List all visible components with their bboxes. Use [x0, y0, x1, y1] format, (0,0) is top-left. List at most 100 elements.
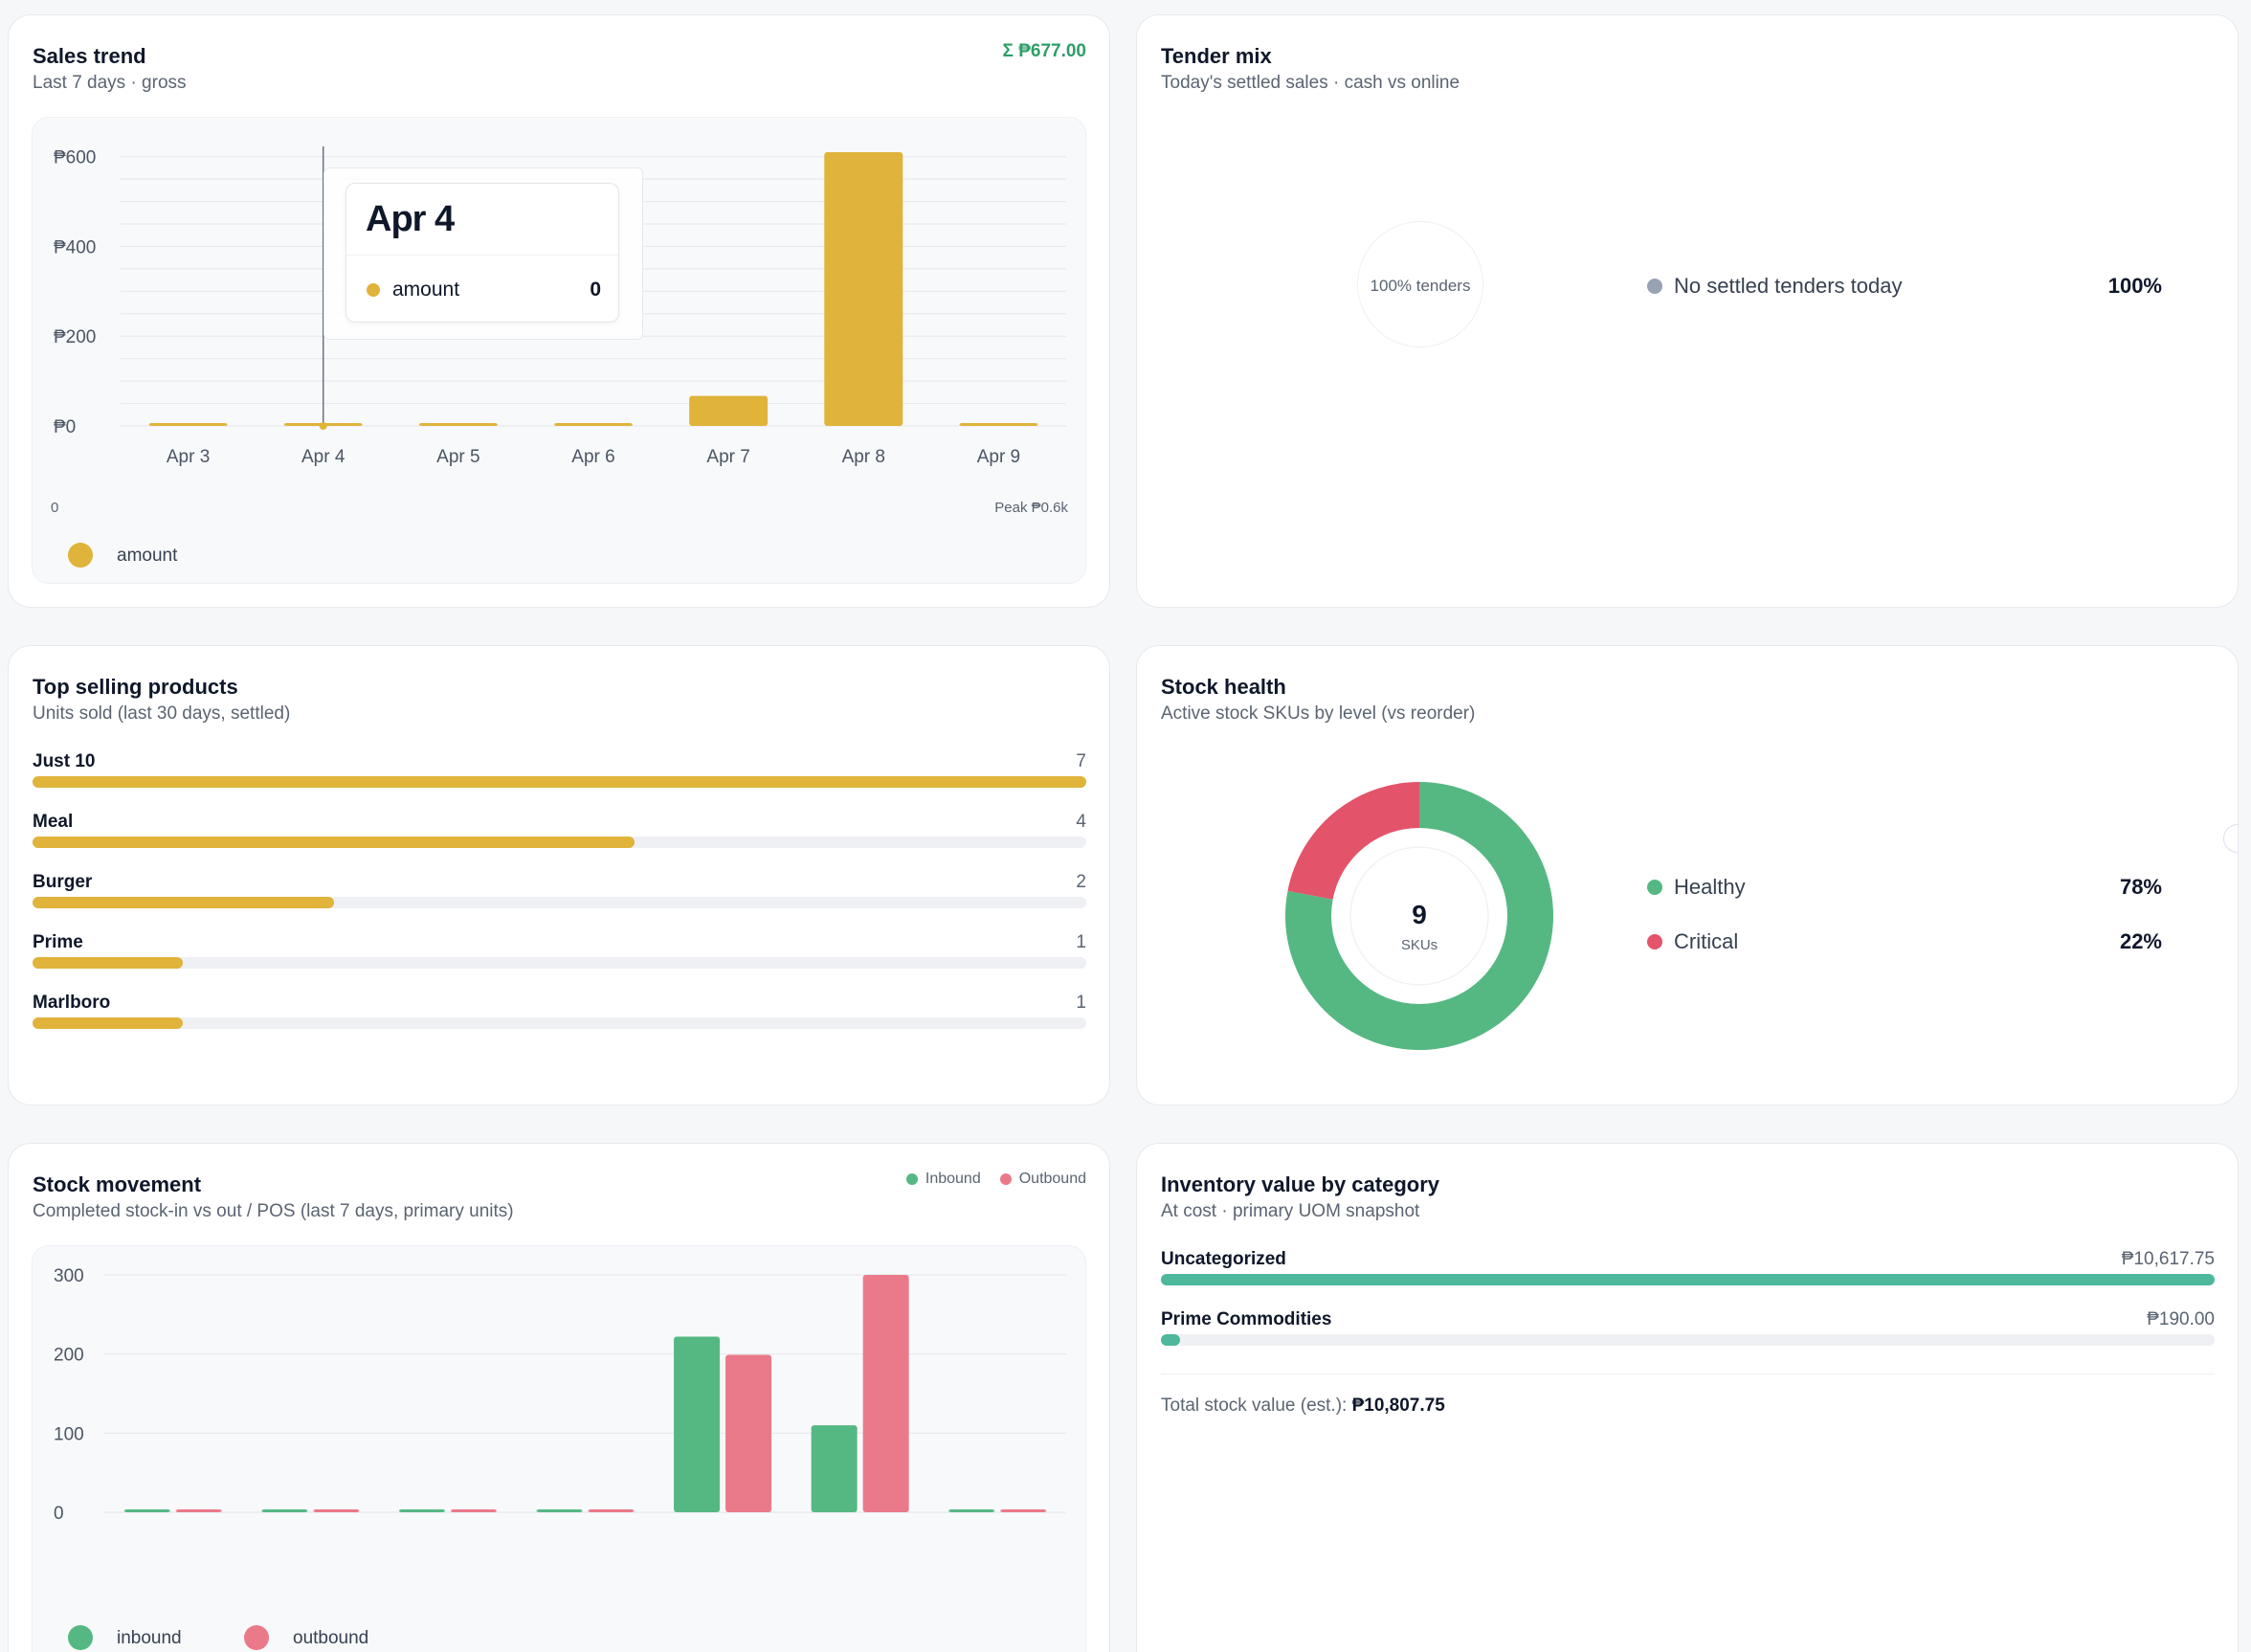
- category-bar-fill: [1161, 1334, 1180, 1346]
- sales-total: Σ ₱677.00: [1002, 41, 1086, 61]
- sales-bar[interactable]: [418, 423, 498, 426]
- chart-tooltip: Apr 4 amount 0: [323, 167, 643, 340]
- legend-outbound-label: Outbound: [1018, 1171, 1086, 1187]
- x-tick-label: Apr 6: [571, 447, 614, 467]
- sales-bar[interactable]: [959, 423, 1038, 426]
- product-bar-track: [33, 1017, 1086, 1029]
- legend-amount-label[interactable]: amount: [117, 546, 178, 566]
- legend-amount-dot[interactable]: [68, 543, 93, 568]
- legend-inbound-label: Inbound: [925, 1171, 981, 1187]
- inventory-value-card: Inventory value by category At cost · pr…: [1136, 1143, 2239, 1652]
- inbound-bar[interactable]: [948, 1509, 995, 1512]
- legend-critical-value: 22%: [2119, 929, 2162, 953]
- list-item: Just 10 7: [33, 751, 1086, 809]
- legend-no-tenders-value: 100%: [2107, 274, 2162, 298]
- inbound-bar[interactable]: [123, 1509, 170, 1512]
- x-tick-label: Apr 8: [842, 447, 885, 467]
- header-legend: Inbound Outbound: [905, 1171, 1086, 1188]
- sales-chart-panel: Apr 3 Apr 4 Apr 5 Apr 6 Apr 7 Apr 8 Apr 9 ₱0 ₱2…: [32, 117, 1086, 584]
- card-title: Top selling products: [33, 675, 238, 699]
- y-tick-label: 0: [54, 1504, 64, 1524]
- inbound-bar[interactable]: [261, 1509, 308, 1512]
- legend-inbound-bottom-label[interactable]: inbound: [117, 1628, 182, 1648]
- inbound-bar[interactable]: [811, 1425, 858, 1512]
- card-subtitle: Active stock SKUs by level (vs reorder): [1161, 703, 1476, 724]
- inbound-bar[interactable]: [398, 1509, 445, 1512]
- product-units: 1: [1076, 993, 1086, 1013]
- legend-inbound-bottom-dot[interactable]: [68, 1625, 93, 1650]
- product-units: 1: [1076, 932, 1086, 952]
- product-bar-fill: [33, 1017, 184, 1029]
- product-bar-track: [33, 837, 1086, 848]
- card-subtitle: Today's settled sales · cash vs online: [1161, 73, 1460, 93]
- legend-inbound-dot: [905, 1173, 918, 1185]
- chart-peak-label: Peak ₱0.6k: [994, 500, 1068, 516]
- legend-healthy-dot: [1647, 880, 1662, 895]
- list-item: Uncategorized ₱10,617.75: [1161, 1249, 2215, 1306]
- product-bar-track: [33, 957, 1086, 969]
- product-name: Burger: [33, 872, 93, 892]
- tender-donut-label: 100% tenders: [1370, 277, 1471, 295]
- legend-healthy-label: Healthy: [1674, 875, 1746, 899]
- list-item: Prime Commodities ₱190.00: [1161, 1309, 2215, 1367]
- outbound-bar[interactable]: [1000, 1509, 1047, 1512]
- category-value: ₱10,617.75: [2121, 1249, 2215, 1269]
- tooltip-series-label: amount: [392, 279, 460, 301]
- outbound-bar[interactable]: [313, 1509, 360, 1512]
- stock-movement-card: Stock movement Completed stock-in vs out…: [8, 1143, 1110, 1652]
- x-tick-label: Apr 3: [167, 447, 210, 467]
- inbound-bar[interactable]: [536, 1509, 583, 1512]
- card-subtitle: Last 7 days · gross: [33, 73, 187, 93]
- product-bar-fill: [33, 957, 184, 969]
- category-name: Uncategorized: [1161, 1249, 1286, 1269]
- product-name: Prime: [33, 932, 83, 952]
- outbound-bar[interactable]: [175, 1509, 222, 1512]
- product-bar-track: [33, 897, 1086, 908]
- sales-trend-chart: Apr 3 Apr 4 Apr 5 Apr 6 Apr 7 Apr 8 Apr 9 ₱0 ₱2…: [54, 146, 1066, 467]
- y-tick-label: ₱600: [54, 148, 96, 168]
- list-item: Meal 4: [33, 812, 1086, 869]
- sales-bar[interactable]: [554, 423, 633, 426]
- card-subtitle: At cost · primary UOM snapshot: [1161, 1201, 1420, 1221]
- product-bar-track: [33, 776, 1086, 788]
- hover-point: [319, 422, 327, 430]
- tender-mix-card: Tender mix Today's settled sales · cash …: [1136, 14, 2239, 608]
- legend-no-tenders-dot: [1647, 279, 1662, 294]
- outbound-bar[interactable]: [725, 1354, 772, 1512]
- stock-health-donut: 9 SKUs: [1285, 782, 1553, 1050]
- legend-outbound-bottom-dot[interactable]: [244, 1625, 269, 1650]
- card-subtitle: Completed stock-in vs out / POS (last 7 …: [33, 1201, 514, 1221]
- top-products-card: Top selling products Units sold (last 30…: [8, 645, 1110, 1105]
- y-tick-label: ₱400: [54, 237, 96, 257]
- inbound-bar[interactable]: [674, 1336, 721, 1512]
- stock-health-card: Stock health Active stock SKUs by level …: [1136, 645, 2239, 1105]
- sales-bar[interactable]: [824, 152, 903, 426]
- edge-handle-icon[interactable]: [2223, 824, 2238, 853]
- category-value: ₱190.00: [2147, 1309, 2215, 1329]
- sales-bar[interactable]: [689, 395, 769, 426]
- product-bar-fill: [33, 837, 635, 848]
- x-tick-label: Apr 9: [977, 447, 1020, 467]
- sales-bar[interactable]: [148, 423, 228, 426]
- legend-healthy-value: 78%: [2119, 875, 2162, 899]
- legend-critical-dot: [1647, 934, 1662, 949]
- outbound-bar[interactable]: [862, 1275, 909, 1512]
- y-tick-label: 100: [54, 1424, 84, 1444]
- outbound-bar[interactable]: [588, 1509, 635, 1512]
- category-bar-fill: [1161, 1274, 2215, 1285]
- total-label: Total stock value (est.):: [1161, 1395, 1348, 1416]
- card-title: Stock movement: [33, 1172, 202, 1196]
- total-value: ₱10,807.75: [1351, 1395, 1445, 1416]
- divider: [1161, 1373, 2215, 1374]
- product-name: Meal: [33, 812, 74, 832]
- legend-critical-label: Critical: [1674, 929, 1739, 953]
- chart-min-label: 0: [51, 500, 59, 516]
- y-tick-label: ₱200: [54, 327, 96, 347]
- x-tick-label: Apr 7: [706, 447, 749, 467]
- total-stock-value: Total stock value (est.): ₱10,807.75: [1161, 1395, 1445, 1417]
- legend-outbound-bottom-label[interactable]: outbound: [293, 1628, 369, 1648]
- outbound-bar[interactable]: [450, 1509, 497, 1512]
- tooltip-series-value: 0: [590, 279, 601, 301]
